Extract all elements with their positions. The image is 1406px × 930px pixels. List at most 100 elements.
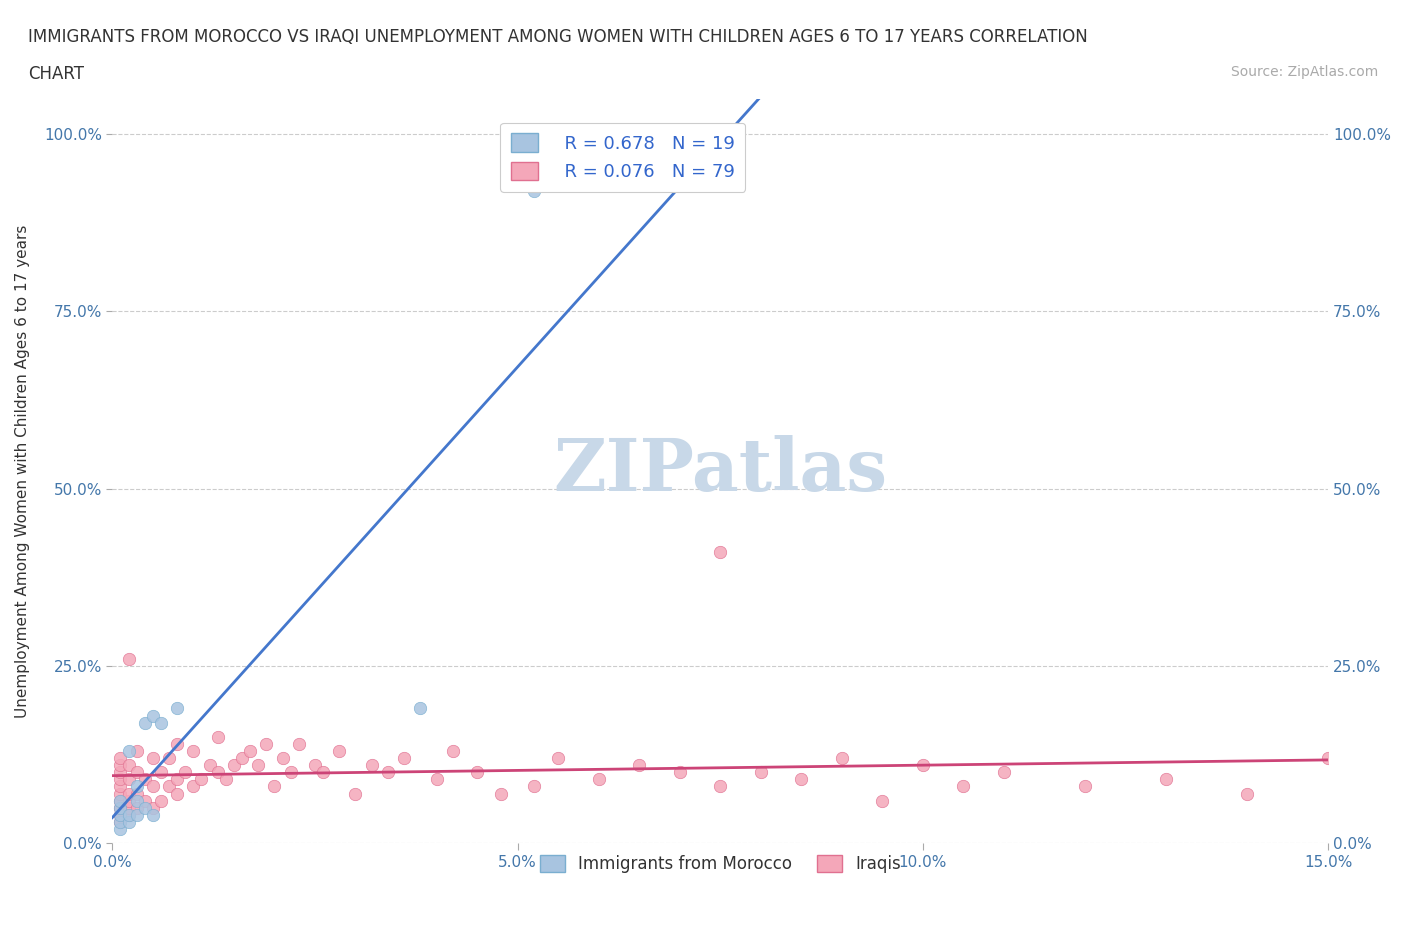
Point [588,772,610,787]
Point [142,807,165,822]
Point [125,793,148,808]
Point [709,779,731,794]
Text: ZIPatlas: ZIPatlas [553,435,887,507]
Point [110,801,132,816]
Point [183,744,205,759]
Point [110,801,132,816]
Point [749,764,772,779]
Point [222,758,245,773]
Point [134,801,156,816]
Point [110,793,132,808]
Point [441,744,464,759]
Point [491,786,513,801]
Point [183,779,205,794]
Point [149,715,172,730]
Point [523,183,546,198]
Point [117,801,139,816]
Point [1074,779,1097,794]
Point [215,772,238,787]
Point [328,744,350,759]
Point [1317,751,1340,765]
Point [360,758,382,773]
Point [117,772,139,787]
Point [110,821,132,836]
Point [831,751,853,765]
Point [149,764,172,779]
Point [110,772,132,787]
Point [304,758,326,773]
Point [125,764,148,779]
Point [125,779,148,794]
Point [125,744,148,759]
Point [952,779,974,794]
Point [166,701,188,716]
Point [110,764,132,779]
Point [993,764,1015,779]
Point [409,701,432,716]
Point [110,807,132,822]
Point [157,751,180,765]
Point [312,764,335,779]
Point [911,758,934,773]
Point [125,786,148,801]
Point [117,651,139,666]
Point [709,545,731,560]
Point [110,779,132,794]
Point [872,793,894,808]
Point [668,764,690,779]
Point [117,807,139,822]
Point [190,772,212,787]
Point [110,751,132,765]
Point [377,764,399,779]
Y-axis label: Unemployment Among Women with Children Ages 6 to 17 years: Unemployment Among Women with Children A… [15,224,30,718]
Point [134,715,156,730]
Point [198,758,221,773]
Point [166,786,188,801]
Point [231,751,253,765]
Point [263,779,285,794]
Point [142,751,165,765]
Point [110,815,132,830]
Point [110,815,132,830]
Point [174,764,197,779]
Point [142,779,165,794]
Point [1154,772,1177,787]
Point [117,815,139,830]
Point [157,779,180,794]
Point [125,801,148,816]
Point [117,758,139,773]
Point [117,793,139,808]
Point [110,758,132,773]
Point [254,737,277,751]
Point [110,793,132,808]
Point [142,801,165,816]
Point [110,807,132,822]
Point [392,751,415,765]
Point [117,786,139,801]
Text: Source: ZipAtlas.com: Source: ZipAtlas.com [1230,65,1378,79]
Point [344,786,367,801]
Text: CHART: CHART [28,65,84,83]
Point [117,807,139,822]
Point [523,779,546,794]
Point [166,772,188,787]
Point [1236,786,1258,801]
Point [287,737,309,751]
Legend: Immigrants from Morocco, Iraqis: Immigrants from Morocco, Iraqis [533,848,908,880]
Point [142,708,165,723]
Point [425,772,447,787]
Point [280,764,302,779]
Point [166,737,188,751]
Point [134,793,156,808]
Point [110,786,132,801]
Point [207,764,229,779]
Point [117,744,139,759]
Point [247,758,270,773]
Point [628,758,651,773]
Point [149,793,172,808]
Point [134,772,156,787]
Point [547,751,569,765]
Text: IMMIGRANTS FROM MOROCCO VS IRAQI UNEMPLOYMENT AMONG WOMEN WITH CHILDREN AGES 6 T: IMMIGRANTS FROM MOROCCO VS IRAQI UNEMPLO… [28,28,1088,46]
Point [271,751,294,765]
Point [465,764,488,779]
